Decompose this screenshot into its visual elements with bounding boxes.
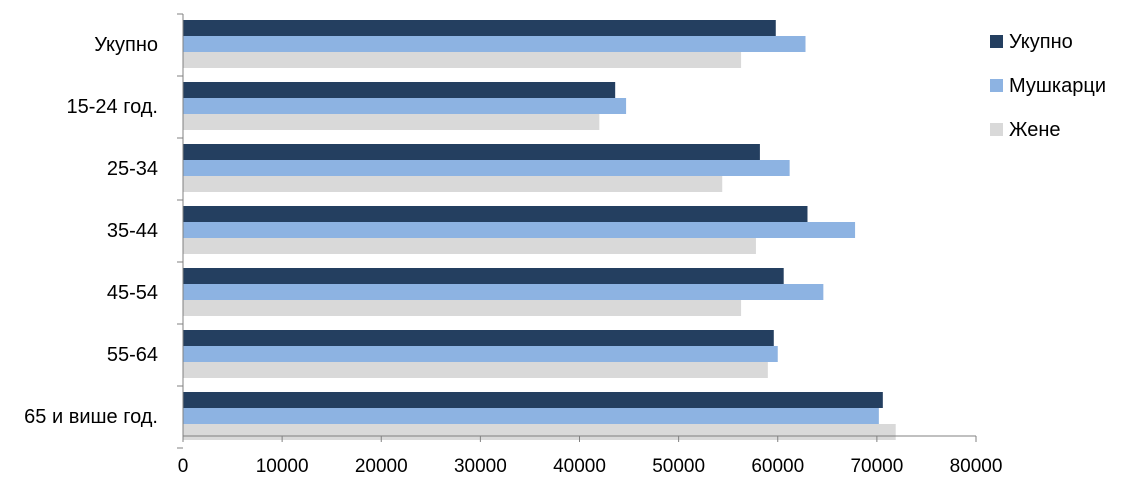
- x-tick-labels: 0 10000 20000 30000 40000 50000 60000 70000 8000…: [178, 456, 1003, 477]
- x-tick-label: 0: [178, 456, 189, 477]
- bar: [183, 98, 626, 114]
- bar: [183, 176, 722, 192]
- bar: [183, 392, 883, 408]
- bar: [183, 144, 760, 160]
- x-tick-label: 60000: [751, 456, 804, 477]
- category-label: 15-24 год.: [67, 96, 158, 118]
- category-label: 35-44: [107, 220, 158, 242]
- legend: Укупно Мушкарци Жене: [990, 31, 1106, 141]
- bar: [183, 82, 615, 98]
- legend-label: Укупно: [1009, 31, 1073, 53]
- bar: [183, 424, 896, 440]
- bar: [183, 268, 784, 284]
- legend-swatch: [990, 79, 1003, 92]
- bar: [183, 20, 776, 36]
- bar: [183, 52, 741, 68]
- x-tick-label: 70000: [850, 456, 903, 477]
- legend-swatch: [990, 35, 1003, 48]
- bar: [183, 330, 774, 346]
- x-tick-label: 40000: [553, 456, 606, 477]
- bar: [183, 284, 823, 300]
- category-label: 65 и више год.: [24, 406, 158, 428]
- bar: [183, 300, 741, 316]
- bar: [183, 222, 855, 238]
- bar: [183, 206, 807, 222]
- x-tick-label: 50000: [652, 456, 705, 477]
- category-label: 55-64: [107, 344, 158, 366]
- category-label: Укупно: [94, 34, 158, 56]
- bar: [183, 346, 778, 362]
- bar: [183, 238, 756, 254]
- x-tick-label: 30000: [454, 456, 507, 477]
- bar: [183, 114, 599, 130]
- bar: [183, 362, 768, 378]
- bar: [183, 408, 879, 424]
- bars-layer: [183, 20, 896, 440]
- category-label: 25-34: [107, 158, 158, 180]
- category-labels: Укупно 15-24 год. 25-34 35-44 45-54 55-64 65 и…: [24, 34, 158, 428]
- legend-label: Мушкарци: [1009, 75, 1106, 97]
- x-tick-label: 20000: [355, 456, 408, 477]
- legend-swatch: [990, 123, 1003, 136]
- x-tick-label: 10000: [256, 456, 309, 477]
- x-tick-label: 80000: [950, 456, 1003, 477]
- legend-label: Жене: [1009, 119, 1061, 141]
- bar: [183, 36, 806, 52]
- category-label: 45-54: [107, 282, 158, 304]
- bar: [183, 160, 790, 176]
